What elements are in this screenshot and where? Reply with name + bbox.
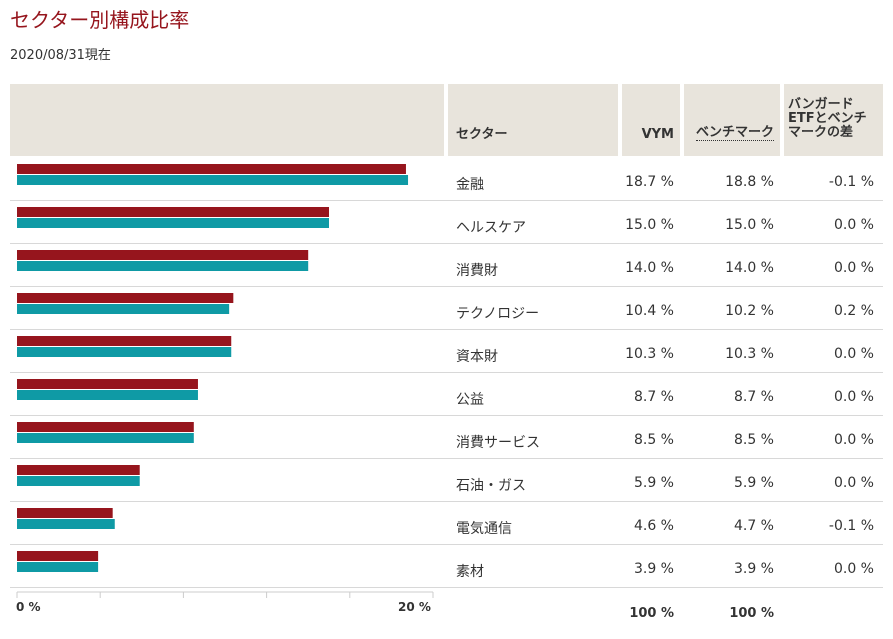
header-benchmark-cell: [684, 84, 780, 156]
benchmark-bar-6: [17, 433, 194, 443]
vym-cell: 4.6 %: [633, 518, 674, 534]
sector-cell: 資本財: [456, 349, 498, 365]
header-vym-cell: [622, 84, 680, 156]
benchmark-bar-2: [17, 261, 309, 271]
benchmark-cell: 10.3 %: [725, 346, 774, 362]
header-benchmark[interactable]: ベンチマーク: [684, 125, 774, 141]
benchmark-cell: 3.9 %: [733, 561, 774, 577]
sector-bar-chart: [16, 164, 434, 598]
vym-bar-4: [17, 336, 232, 346]
vym-cell: 18.7 %: [625, 174, 674, 190]
header-chart-cell: [10, 84, 444, 156]
sector-cell: 石油・ガス: [456, 478, 526, 494]
benchmark-bar-0: [17, 175, 409, 185]
sector-cell: 消費サービス: [456, 435, 540, 451]
benchmark-cell: 14.0 %: [725, 260, 774, 276]
page-title: セクター別構成比率: [10, 8, 190, 32]
row-divider: [10, 200, 883, 201]
header-diff: バンガード ETFとベンチ マークの差: [788, 98, 880, 140]
sector-cell: 素材: [456, 564, 484, 580]
vym-cell: 8.7 %: [633, 389, 674, 405]
diff-cell: 0.0 %: [833, 561, 874, 577]
vym-bar-8: [17, 508, 113, 518]
benchmark-bar-9: [17, 562, 99, 572]
vym-cell: 14.0 %: [625, 260, 674, 276]
row-divider: [10, 243, 883, 244]
benchmark-cell: 4.7 %: [733, 518, 774, 534]
diff-cell: 0.0 %: [833, 475, 874, 491]
benchmark-bar-8: [17, 519, 115, 529]
benchmark-cell: 8.7 %: [733, 389, 774, 405]
header-diff-line1: バンガード: [788, 97, 854, 112]
row-divider: [10, 329, 883, 330]
row-divider: [10, 415, 883, 416]
as-of-date: 2020/08/31現在: [10, 48, 111, 63]
diff-cell: -0.1 %: [828, 174, 874, 190]
header-sector-cell: [448, 84, 618, 156]
diff-cell: 0.0 %: [833, 260, 874, 276]
vym-bar-3: [17, 293, 234, 303]
vym-cell: 15.0 %: [625, 217, 674, 233]
benchmark-tooltip-link[interactable]: ベンチマーク: [695, 125, 774, 141]
vym-bar-9: [17, 551, 99, 561]
sector-cell: 公益: [456, 392, 484, 408]
diff-cell: -0.1 %: [828, 518, 874, 534]
benchmark-cell: 18.8 %: [725, 174, 774, 190]
diff-cell: 0.0 %: [833, 346, 874, 362]
vym-bar-2: [17, 250, 309, 260]
sector-cell: 金融: [456, 177, 484, 193]
row-divider: [10, 544, 883, 545]
vym-bar-5: [17, 379, 198, 389]
row-divider: [10, 458, 883, 459]
vym-bar-7: [17, 465, 140, 475]
vym-cell: 3.9 %: [633, 561, 674, 577]
sector-cell: テクノロジー: [456, 306, 540, 322]
benchmark-cell: 15.0 %: [725, 217, 774, 233]
benchmark-bar-3: [17, 304, 230, 314]
row-divider: [10, 372, 883, 373]
vym-bar-6: [17, 422, 194, 432]
diff-cell: 0.0 %: [833, 432, 874, 448]
benchmark-cell: 10.2 %: [725, 303, 774, 319]
sector-cell: 消費財: [456, 263, 498, 279]
benchmark-bar-1: [17, 218, 329, 228]
header-diff-line2: ETFとベンチ: [788, 111, 867, 126]
vym-bar-1: [17, 207, 329, 217]
vym-total: 100 %: [629, 606, 674, 621]
vym-cell: 10.3 %: [625, 346, 674, 362]
vym-cell: 5.9 %: [633, 475, 674, 491]
header-diff-cell: [784, 84, 883, 156]
diff-cell: 0.2 %: [833, 303, 874, 319]
axis-tick-start: 0 %: [16, 600, 41, 614]
sector-cell: ヘルスケア: [456, 220, 526, 236]
row-divider: [10, 286, 883, 287]
header-diff-line3: マークの差: [788, 125, 854, 140]
benchmark-total: 100 %: [729, 606, 774, 621]
diff-cell: 0.0 %: [833, 217, 874, 233]
benchmark-bar-4: [17, 347, 232, 357]
row-divider: [10, 501, 883, 502]
benchmark-cell: 5.9 %: [733, 475, 774, 491]
benchmark-cell: 8.5 %: [733, 432, 774, 448]
benchmark-bar-7: [17, 476, 140, 486]
vym-cell: 10.4 %: [625, 303, 674, 319]
axis-tick-end: 20 %: [398, 600, 431, 614]
vym-cell: 8.5 %: [633, 432, 674, 448]
benchmark-bar-5: [17, 390, 198, 400]
header-vym: VYM: [641, 127, 674, 142]
vym-bar-0: [17, 164, 406, 174]
row-divider: [10, 587, 883, 588]
sector-cell: 電気通信: [456, 521, 512, 537]
header-sector: セクター: [456, 127, 508, 142]
diff-cell: 0.0 %: [833, 389, 874, 405]
